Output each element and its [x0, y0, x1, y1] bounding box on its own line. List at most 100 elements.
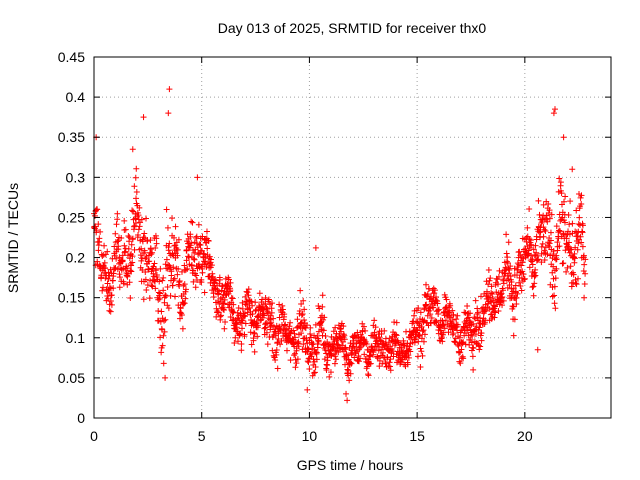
- data-point: [242, 301, 249, 308]
- data-point: [212, 277, 219, 284]
- data-point: [560, 198, 567, 205]
- data-point: [140, 114, 147, 121]
- data-point: [116, 284, 123, 291]
- data-point: [472, 331, 479, 338]
- data-point: [270, 315, 277, 322]
- data-point: [365, 372, 372, 379]
- data-point: [525, 247, 532, 254]
- data-point: [473, 323, 480, 330]
- data-point: [512, 282, 519, 289]
- data-point: [167, 277, 174, 284]
- data-point: [453, 316, 460, 323]
- data-point: [350, 340, 357, 347]
- data-point: [309, 372, 316, 379]
- x-tick-label: 0: [90, 428, 98, 444]
- data-point: [320, 327, 327, 334]
- data-point: [283, 347, 290, 354]
- data-point: [492, 303, 499, 310]
- data-point: [391, 319, 398, 326]
- data-point: [172, 223, 179, 230]
- data-point: [449, 307, 456, 314]
- data-point: [263, 304, 270, 311]
- data-point: [469, 344, 476, 351]
- data-point: [129, 259, 136, 266]
- data-point: [107, 297, 114, 304]
- data-point: [313, 356, 320, 363]
- data-point: [560, 260, 567, 267]
- data-point: [361, 351, 368, 358]
- data-point: [188, 262, 195, 269]
- data-point: [129, 146, 136, 153]
- data-point: [385, 362, 392, 369]
- data-point: [568, 246, 575, 253]
- data-point: [532, 272, 539, 279]
- data-point: [521, 275, 528, 282]
- data-point: [578, 192, 585, 199]
- x-tick-label: 5: [198, 428, 206, 444]
- data-point: [556, 175, 563, 182]
- data-point: [157, 265, 164, 272]
- data-point: [506, 282, 513, 289]
- data-point: [441, 325, 448, 332]
- data-point: [159, 277, 166, 284]
- data-point: [343, 351, 350, 358]
- data-point: [174, 271, 181, 278]
- data-point: [506, 267, 513, 274]
- data-point: [258, 296, 265, 303]
- data-point: [338, 320, 345, 327]
- data-point: [363, 341, 370, 348]
- data-point: [233, 321, 240, 328]
- data-point: [323, 361, 330, 368]
- data-point: [110, 285, 117, 292]
- data-point: [487, 275, 494, 282]
- data-point: [268, 309, 275, 316]
- data-point: [273, 346, 280, 353]
- y-tick-label: 0.35: [58, 129, 85, 145]
- data-point: [197, 242, 204, 249]
- data-point: [576, 214, 583, 221]
- data-point: [147, 237, 154, 244]
- data-point: [142, 268, 149, 275]
- data-point: [321, 314, 328, 321]
- data-point: [411, 312, 418, 319]
- data-point: [305, 359, 312, 366]
- data-point: [572, 280, 579, 287]
- data-point: [442, 317, 449, 324]
- data-point: [518, 287, 525, 294]
- data-point: [574, 232, 581, 239]
- data-point: [573, 281, 580, 288]
- data-point: [269, 347, 276, 354]
- data-point: [141, 230, 148, 237]
- data-point: [535, 197, 542, 204]
- data-point: [526, 206, 533, 213]
- data-point: [357, 355, 364, 362]
- data-point: [556, 243, 563, 250]
- data-point: [496, 267, 503, 274]
- data-point: [105, 275, 112, 282]
- data-point: [139, 267, 146, 274]
- data-point: [395, 351, 402, 358]
- data-point: [168, 268, 175, 275]
- data-point: [493, 289, 500, 296]
- data-point: [108, 301, 115, 308]
- data-point: [193, 240, 200, 247]
- data-point: [301, 317, 308, 324]
- data-point: [415, 338, 422, 345]
- data-point: [553, 265, 560, 272]
- data-point: [252, 299, 259, 306]
- y-axis-label: SRMTID / TECUs: [5, 183, 21, 293]
- data-point: [427, 311, 434, 318]
- data-point: [495, 307, 502, 314]
- data-point: [345, 367, 352, 374]
- data-point: [540, 224, 547, 231]
- data-point: [227, 313, 234, 320]
- data-point: [435, 306, 442, 313]
- data-point: [464, 327, 471, 334]
- y-tick-label: 0.2: [66, 250, 86, 266]
- data-point: [544, 218, 551, 225]
- data-point: [242, 320, 249, 327]
- data-point: [150, 270, 157, 277]
- data-point: [541, 226, 548, 233]
